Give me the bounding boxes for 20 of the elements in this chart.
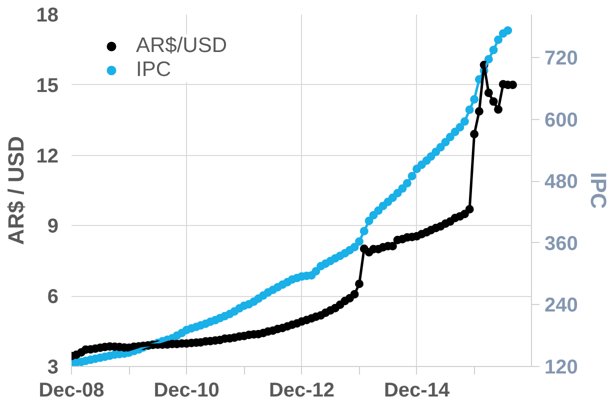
y2-tick-label: 720 <box>544 48 578 70</box>
x-tick-label: Dec-10 <box>154 380 220 402</box>
y2-tick-label: 360 <box>544 232 578 255</box>
y2-axis-title: IPC <box>586 172 611 209</box>
y-axis-title: AR$ / USD <box>3 136 28 245</box>
y2-tick-label: 600 <box>544 109 578 132</box>
y-tick-label: 15 <box>36 74 59 97</box>
legend-label: IPC <box>136 58 172 82</box>
y2-tick-label: 480 <box>544 171 578 194</box>
y2-tick-label: 240 <box>544 294 578 317</box>
y-tick-label: 6 <box>47 286 58 308</box>
y-tick-label: 12 <box>36 145 59 168</box>
x-tick-label: Dec-08 <box>38 380 104 402</box>
legend-label: AR$/USD <box>136 34 228 58</box>
y-tick-label: 3 <box>47 356 58 378</box>
x-tick-label: Dec-14 <box>384 380 450 402</box>
y-tick-label: 9 <box>47 216 58 238</box>
y-tick-label: 18 <box>36 4 59 26</box>
x-tick-label: Dec-12 <box>268 380 335 402</box>
y2-tick-label: 120 <box>544 356 578 378</box>
